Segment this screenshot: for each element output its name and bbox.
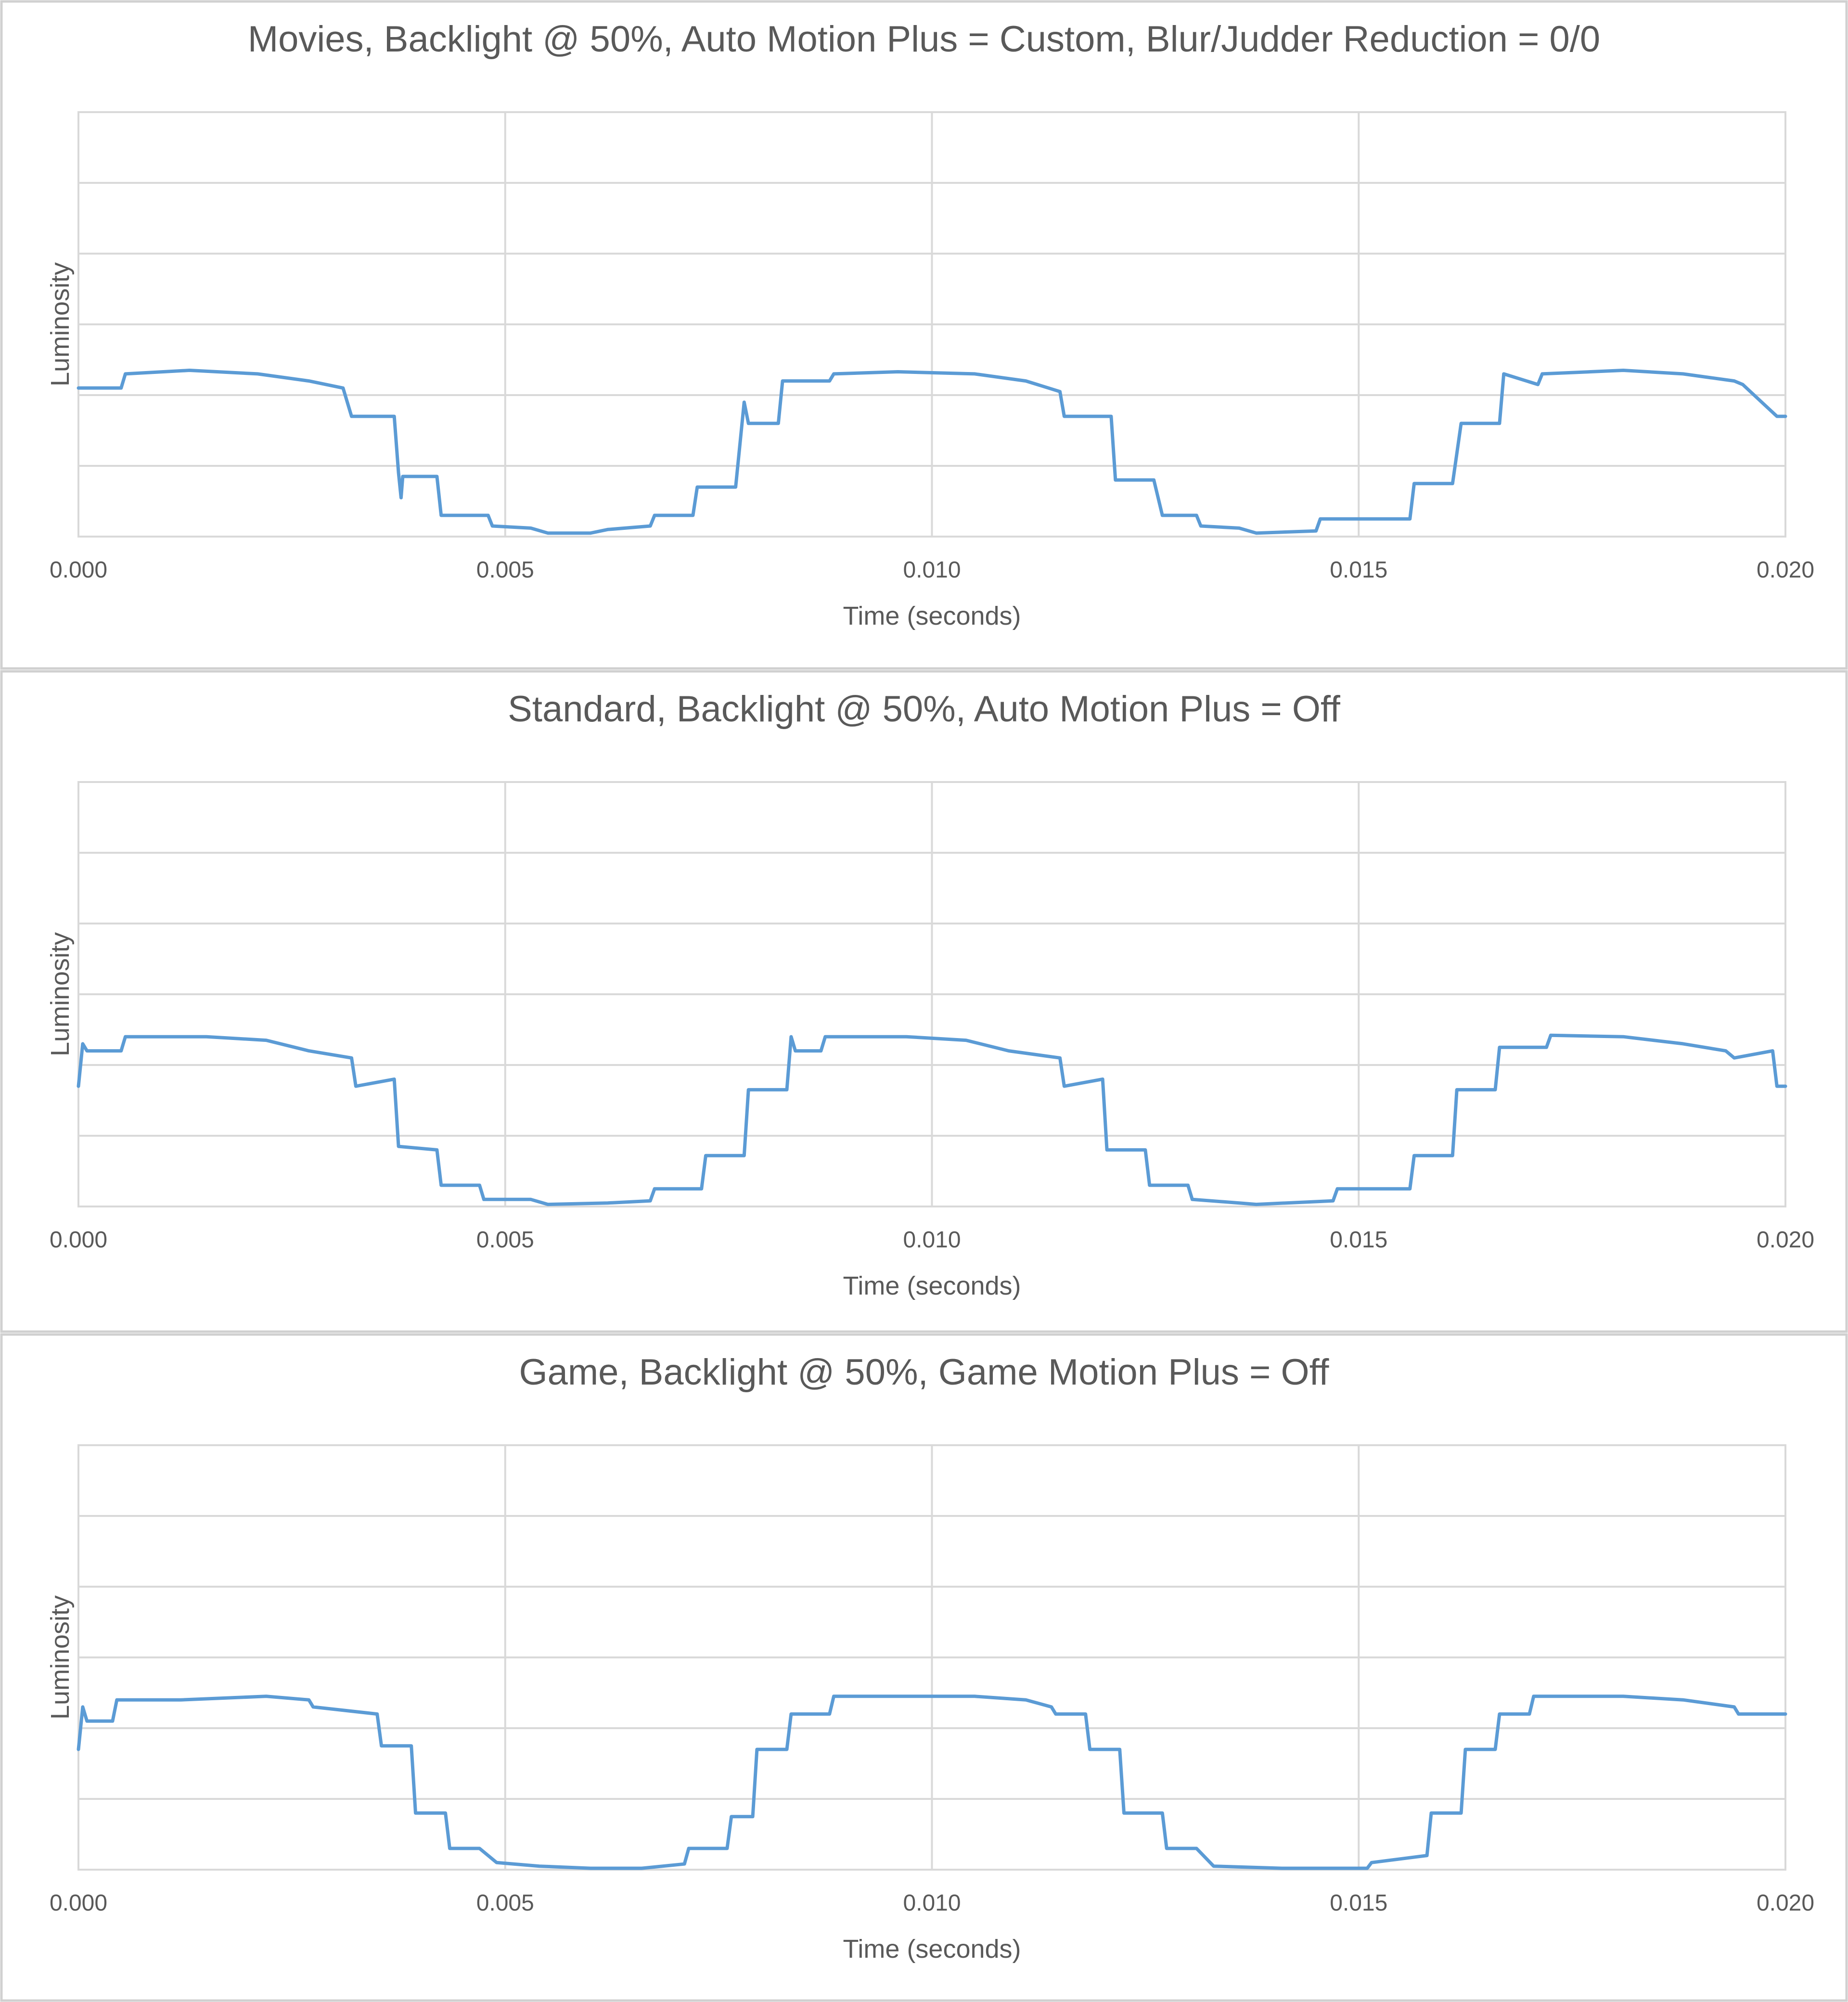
x-tick-label: 0.010 [903, 1227, 961, 1253]
chart-title: Standard, Backlight @ 50%, Auto Motion P… [508, 689, 1341, 730]
luminosity-series-line [77, 1033, 1787, 1206]
x-tick-label: 0.015 [1330, 557, 1387, 583]
x-tick-label: 0.010 [903, 1890, 961, 1916]
x-axis-label: Time (seconds) [843, 1935, 1021, 1964]
x-tick-label: 0.015 [1330, 1890, 1387, 1916]
y-axis-label: Luminosity [46, 1595, 75, 1720]
x-tick-label: 0.000 [50, 1890, 107, 1916]
x-tick-label: 0.015 [1330, 1227, 1387, 1253]
plot-area [77, 1444, 1786, 1871]
plot-area [77, 111, 1786, 538]
x-axis-label: Time (seconds) [843, 602, 1021, 630]
x-tick-label: 0.005 [476, 557, 534, 583]
chart-panel-2: Standard, Backlight @ 50%, Auto Motion P… [0, 670, 1848, 1333]
x-axis-label: Time (seconds) [843, 1271, 1021, 1300]
luminosity-series-line [77, 1694, 1787, 1870]
x-tick-label: 0.005 [476, 1890, 534, 1916]
x-tick-label: 0.000 [50, 557, 107, 583]
x-tick-label: 0.020 [1757, 1227, 1814, 1253]
x-tick-label: 0.005 [476, 1227, 534, 1253]
x-tick-label: 0.020 [1757, 1890, 1814, 1916]
x-tick-label: 0.020 [1757, 557, 1814, 583]
plot-area [77, 781, 1786, 1207]
x-tick-label: 0.010 [903, 557, 961, 583]
x-tick-label: 0.000 [50, 1227, 107, 1253]
luminosity-series-line [77, 369, 1787, 535]
y-axis-label: Luminosity [46, 262, 75, 386]
chart-panel-1: Movies, Backlight @ 50%, Auto Motion Plu… [0, 0, 1848, 670]
chart-title: Game, Backlight @ 50%, Game Motion Plus … [519, 1352, 1329, 1393]
chart-panel-3: Game, Backlight @ 50%, Game Motion Plus … [0, 1333, 1848, 2002]
y-axis-label: Luminosity [46, 932, 75, 1056]
chart-title: Movies, Backlight @ 50%, Auto Motion Plu… [248, 19, 1600, 60]
